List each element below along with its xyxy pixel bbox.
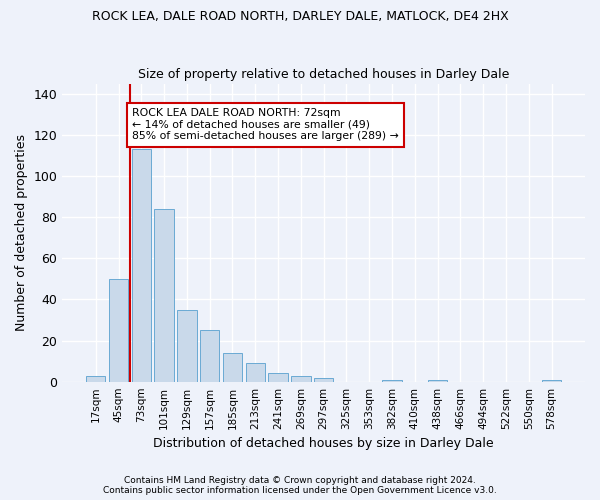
Bar [268, 374, 288, 382]
Bar [382, 380, 402, 382]
Bar [428, 380, 447, 382]
Bar [223, 353, 242, 382]
Bar [542, 380, 561, 382]
Bar [245, 363, 265, 382]
Bar [314, 378, 334, 382]
Bar [154, 209, 174, 382]
X-axis label: Distribution of detached houses by size in Darley Dale: Distribution of detached houses by size … [154, 437, 494, 450]
Text: Contains HM Land Registry data © Crown copyright and database right 2024.
Contai: Contains HM Land Registry data © Crown c… [103, 476, 497, 495]
Bar [291, 376, 311, 382]
Text: ROCK LEA DALE ROAD NORTH: 72sqm
← 14% of detached houses are smaller (49)
85% of: ROCK LEA DALE ROAD NORTH: 72sqm ← 14% of… [132, 108, 399, 142]
Bar [200, 330, 220, 382]
Bar [131, 150, 151, 382]
Bar [177, 310, 197, 382]
Text: ROCK LEA, DALE ROAD NORTH, DARLEY DALE, MATLOCK, DE4 2HX: ROCK LEA, DALE ROAD NORTH, DARLEY DALE, … [92, 10, 508, 23]
Bar [86, 376, 106, 382]
Y-axis label: Number of detached properties: Number of detached properties [15, 134, 28, 331]
Title: Size of property relative to detached houses in Darley Dale: Size of property relative to detached ho… [138, 68, 509, 81]
Bar [109, 279, 128, 382]
